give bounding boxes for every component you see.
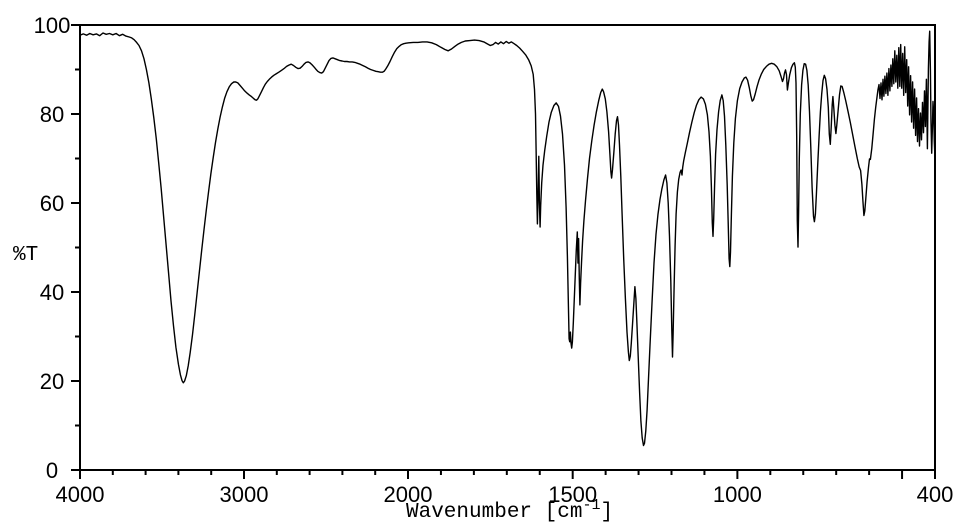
spectrum-trace [79,30,936,447]
y-tick-label: 20 [40,369,64,394]
x-axis-title-superscript: -1 [582,497,600,514]
x-axis-title-suffix: ] [600,501,613,524]
plot-border [79,24,936,471]
axis-tick-labels: 4000 3000 2000 1500 1000 400 100 80 60 40 20 0 [34,13,954,507]
x-axis-title-prefix: Wavenumber [cm [406,501,582,524]
y-tick-label: 60 [40,191,64,216]
y-tick-label: 0 [46,458,58,483]
x-tick-label: 1000 [713,482,762,507]
y-tick-label: 40 [40,280,64,305]
y-axis-title: %T [13,244,38,267]
x-tick-label: 3000 [220,482,269,507]
x-tick-label: 2000 [384,482,433,507]
x-axis-title: Wavenumber [cm-1] [406,497,613,524]
x-tick-label: 1500 [548,482,597,507]
y-tick-label: 100 [34,13,71,38]
x-tick-label: 4000 [56,482,105,507]
x-tick-label: 400 [917,482,954,507]
axis-ticks [71,24,936,479]
y-tick-label: 80 [40,102,64,127]
